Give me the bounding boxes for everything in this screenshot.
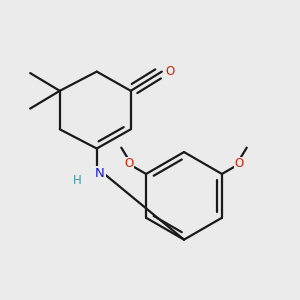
Text: O: O — [166, 65, 175, 78]
Text: H: H — [73, 174, 82, 187]
Text: O: O — [235, 158, 244, 170]
Text: O: O — [124, 158, 133, 170]
Text: N: N — [95, 167, 105, 180]
